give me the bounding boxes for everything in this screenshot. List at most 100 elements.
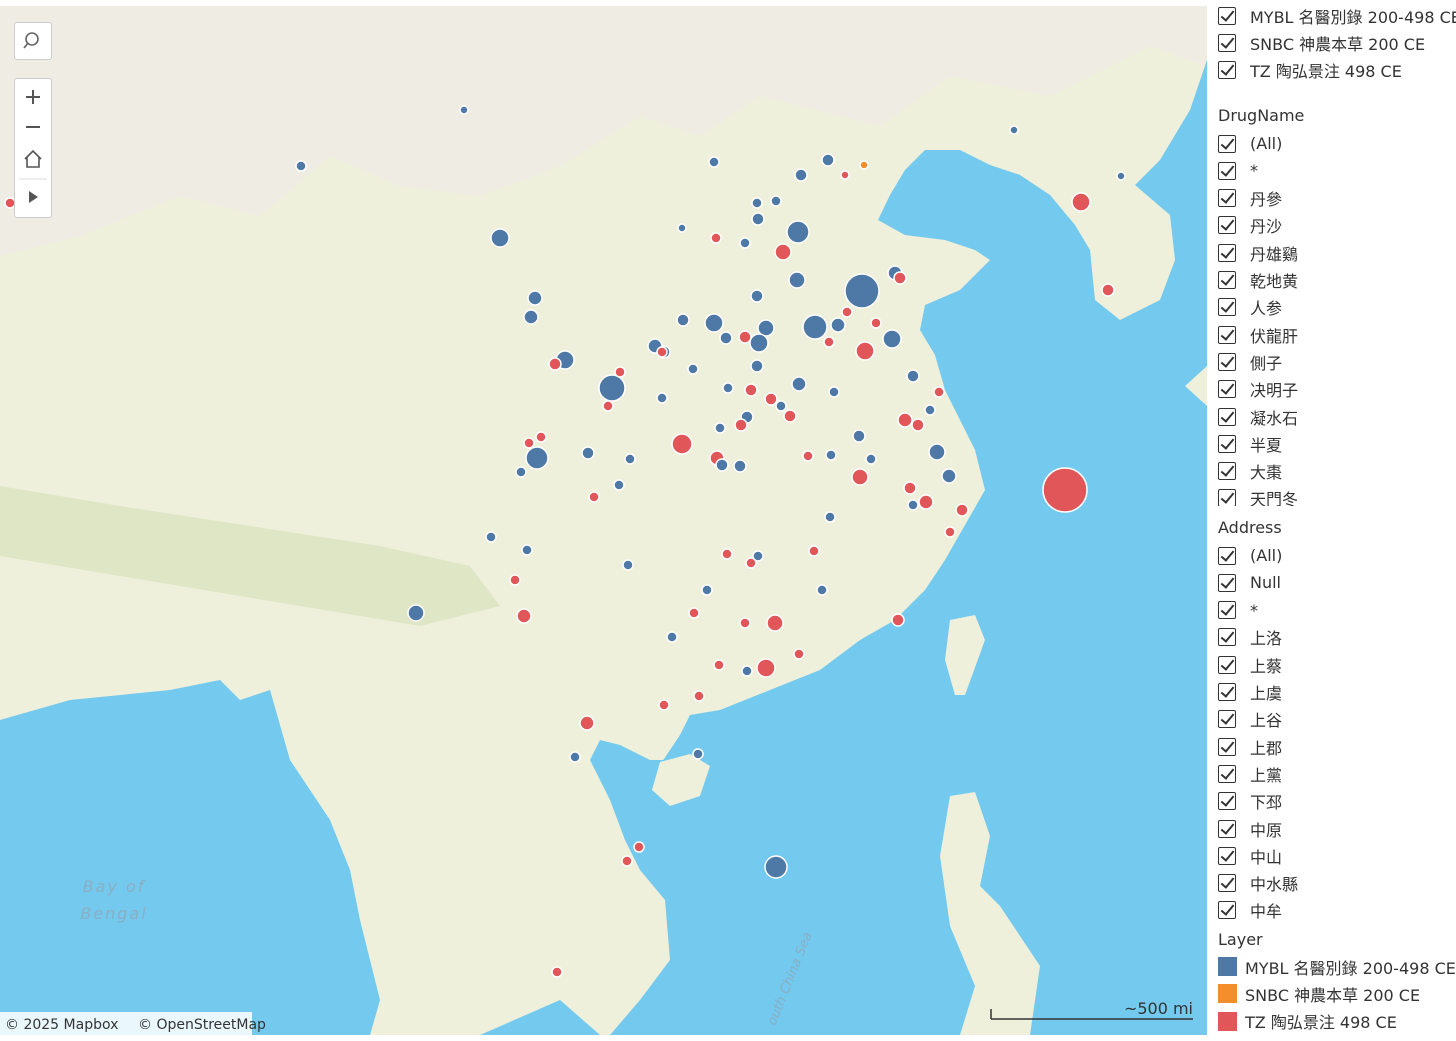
map-point[interactable] — [788, 271, 806, 289]
filter-item[interactable]: 中原 — [1218, 815, 1282, 842]
map-point[interactable] — [823, 336, 835, 348]
checkbox[interactable] — [1218, 134, 1236, 153]
map-point[interactable] — [523, 437, 535, 449]
map-point[interactable] — [614, 366, 626, 378]
map-point[interactable] — [924, 404, 936, 416]
map-point[interactable] — [738, 330, 752, 344]
map-point[interactable] — [944, 526, 956, 538]
map-point[interactable] — [1116, 171, 1126, 181]
checkbox[interactable] — [1218, 189, 1236, 208]
checkbox[interactable] — [1218, 792, 1236, 811]
filter-item[interactable]: 丹沙 — [1218, 212, 1282, 239]
map-point[interactable] — [1042, 467, 1088, 513]
map-point[interactable] — [955, 503, 969, 517]
filter-item[interactable]: SNBC 神農本草 200 CE — [1218, 29, 1425, 56]
attribution[interactable]: © 2025 Mapbox — [5, 1017, 118, 1033]
map-point[interactable] — [933, 386, 945, 398]
map-point[interactable] — [710, 232, 722, 244]
map-point[interactable] — [719, 331, 733, 345]
filter-item[interactable]: Null — [1218, 569, 1281, 596]
checkbox[interactable] — [1218, 161, 1236, 180]
map-point[interactable] — [701, 584, 713, 596]
map-point[interactable] — [918, 494, 934, 510]
map-point[interactable] — [821, 153, 835, 167]
map-point[interactable] — [602, 400, 614, 412]
map-point[interactable] — [485, 531, 497, 543]
checkbox[interactable] — [1218, 655, 1236, 674]
map-point[interactable] — [749, 333, 769, 353]
map-point[interactable] — [891, 613, 905, 627]
checkbox[interactable] — [1218, 407, 1236, 426]
filter-item[interactable]: 人参 — [1218, 294, 1282, 321]
checkbox[interactable] — [1218, 901, 1236, 919]
checkbox[interactable] — [1218, 601, 1236, 620]
filter-item[interactable]: 丹雄鷄 — [1218, 239, 1298, 266]
map-point[interactable] — [802, 314, 828, 340]
map-point[interactable] — [525, 446, 549, 470]
filter-item[interactable]: (All) — [1218, 542, 1282, 569]
map-point[interactable] — [745, 557, 757, 569]
filter-item[interactable]: 側子 — [1218, 348, 1282, 375]
filter-item[interactable]: 半夏 — [1218, 430, 1282, 457]
toolbar-icons[interactable] — [15, 79, 51, 217]
map-point[interactable] — [407, 604, 425, 622]
map-point[interactable] — [840, 170, 850, 180]
map-point[interactable] — [1009, 125, 1019, 135]
filter-item[interactable]: 上蔡 — [1218, 651, 1282, 678]
checkbox[interactable] — [1218, 628, 1236, 647]
map-point[interactable] — [870, 317, 882, 329]
filter-item[interactable]: 上郡 — [1218, 733, 1282, 760]
map-point[interactable] — [911, 418, 925, 432]
map-point[interactable] — [739, 237, 751, 249]
map-point[interactable] — [786, 220, 810, 244]
map-point[interactable] — [791, 376, 807, 392]
filter-item[interactable]: 丹參 — [1218, 185, 1282, 212]
map-point[interactable] — [906, 369, 920, 383]
checkbox[interactable] — [1218, 819, 1236, 838]
filter-item[interactable]: * — [1218, 157, 1258, 184]
map-point[interactable] — [751, 212, 765, 226]
checkbox[interactable] — [1218, 325, 1236, 344]
map[interactable]: Bay of Bengal outh China Sea ~500 mi © 2… — [0, 6, 1207, 1035]
map-point[interactable] — [633, 841, 645, 853]
map-point[interactable] — [865, 453, 877, 465]
map-point[interactable] — [793, 648, 805, 660]
checkbox[interactable] — [1218, 434, 1236, 453]
map-point[interactable] — [794, 168, 808, 182]
map-point[interactable] — [581, 446, 595, 460]
map-point[interactable] — [569, 751, 581, 763]
map-point[interactable] — [509, 574, 521, 586]
map-point[interactable] — [733, 459, 747, 473]
map-point[interactable] — [893, 271, 907, 285]
map-point[interactable] — [624, 453, 636, 465]
map-point[interactable] — [744, 383, 758, 397]
checkbox[interactable] — [1218, 737, 1236, 756]
map-point[interactable] — [859, 160, 869, 170]
map-point[interactable] — [897, 412, 913, 428]
filter-item[interactable]: 下邳 — [1218, 788, 1282, 815]
checkbox[interactable] — [1218, 874, 1236, 893]
legend-item[interactable]: MYBL 名醫別錄 200-498 CE — [1218, 953, 1456, 980]
map-point[interactable] — [734, 418, 748, 432]
filter-item[interactable]: 天門冬 — [1218, 485, 1298, 506]
map-point[interactable] — [459, 105, 469, 115]
checkbox[interactable] — [1218, 352, 1236, 371]
map-point[interactable] — [774, 243, 792, 261]
map-point[interactable] — [1101, 283, 1115, 297]
map-point[interactable] — [666, 631, 678, 643]
map-point[interactable] — [752, 550, 764, 562]
map-point[interactable] — [688, 607, 700, 619]
map-point[interactable] — [770, 195, 782, 207]
map-point[interactable] — [715, 458, 729, 472]
map-point[interactable] — [613, 479, 625, 491]
map-point[interactable] — [671, 433, 693, 455]
checkbox[interactable] — [1218, 846, 1236, 865]
filter-item[interactable]: * — [1218, 597, 1258, 624]
map-point[interactable] — [579, 715, 595, 731]
map-point[interactable] — [783, 409, 797, 423]
map-point[interactable] — [855, 341, 875, 361]
map-point[interactable] — [844, 273, 880, 309]
map-point[interactable] — [750, 289, 764, 303]
checkbox[interactable] — [1218, 298, 1236, 317]
map-point[interactable] — [656, 346, 668, 358]
